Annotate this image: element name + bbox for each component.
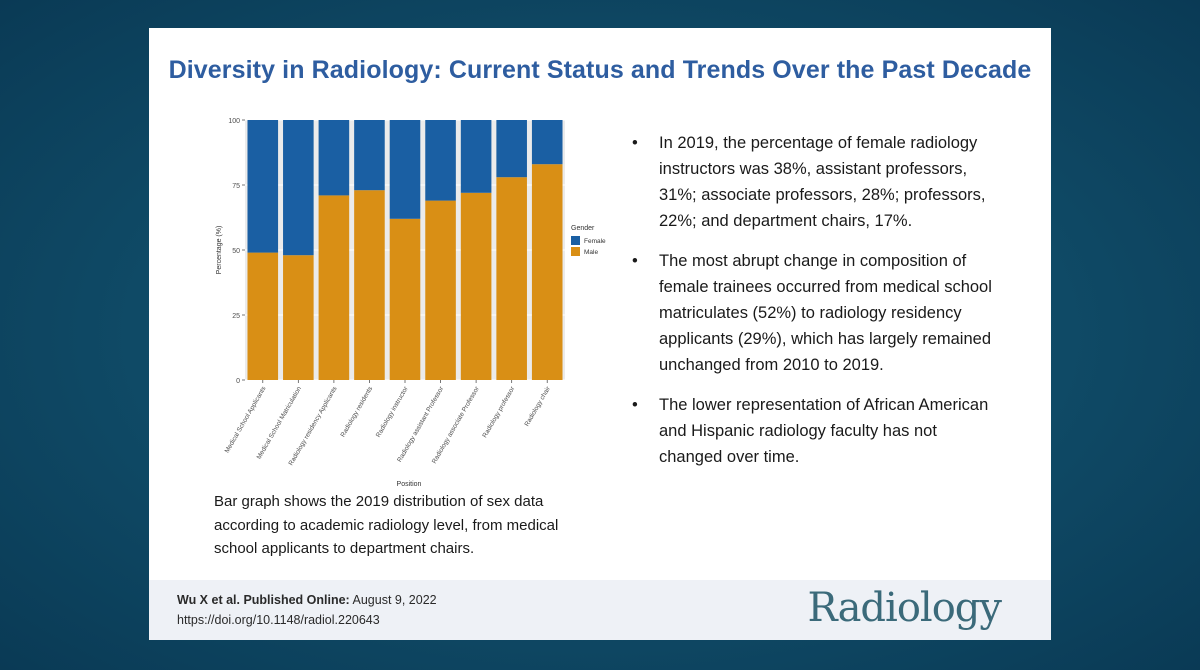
slide-title: Diversity in Radiology: Current Status a… <box>168 56 1032 84</box>
slide-footer: Wu X et al. Published Online: August 9, … <box>149 580 1051 640</box>
bullet-item: • The most abrupt change in composition … <box>629 248 999 378</box>
bar-male <box>247 252 279 380</box>
bar-female <box>283 120 314 256</box>
bar-male <box>283 255 314 380</box>
chart-caption: Bar graph shows the 2019 distribution of… <box>214 493 559 557</box>
bar-female <box>531 120 563 165</box>
bar-female <box>354 120 385 191</box>
y-tick-label: 0 <box>236 378 240 385</box>
legend-title: Gender <box>571 225 595 232</box>
bullet-dot: • <box>632 252 638 270</box>
legend-swatch-male <box>571 247 580 256</box>
x-tick-label: Radiology residents <box>340 385 375 439</box>
x-axis-title: Position <box>397 481 422 488</box>
x-tick-label: Radiology professor <box>481 385 516 439</box>
y-tick-label: 100 <box>228 118 240 125</box>
bar-male <box>496 177 527 380</box>
bullet-dot: • <box>632 134 638 152</box>
x-tick-label: Radiology chair <box>523 385 552 428</box>
bar-female <box>247 120 279 253</box>
bullet-item: • The lower representation of African Am… <box>629 392 999 470</box>
y-tick-label: 50 <box>232 248 240 255</box>
legend-label-male: Male <box>584 249 598 256</box>
legend-swatch-female <box>571 236 580 245</box>
bullet-dot: • <box>632 396 638 414</box>
bullet-text: In 2019, the percentage of female radiol… <box>659 134 986 230</box>
bar-male <box>425 200 456 380</box>
citation: Wu X et al. Published Online: August 9, … <box>177 590 437 630</box>
bar-female <box>389 120 421 219</box>
citation-date: August 9, 2022 <box>349 593 437 607</box>
bar-male <box>318 195 350 380</box>
citation-authors: Wu X et al. Published Online: <box>177 593 350 607</box>
y-tick-label: 75 <box>232 183 240 190</box>
bar-male <box>389 218 421 380</box>
bar-female <box>460 120 492 193</box>
bar-female <box>425 120 456 201</box>
radiology-logo: Radiology <box>807 585 1002 631</box>
bullet-text: The most abrupt change in composition of… <box>659 252 992 374</box>
slide: Diversity in Radiology: Current Status a… <box>149 28 1051 640</box>
bar-male <box>460 192 492 380</box>
y-axis-title: Percentage (%) <box>216 226 223 275</box>
bullet-list: • In 2019, the percentage of female radi… <box>629 130 999 484</box>
citation-doi-link[interactable]: https://doi.org/10.1148/radiol.220643 <box>177 613 380 627</box>
bar-male <box>354 190 385 380</box>
bar-female <box>318 120 350 196</box>
x-tick-label: Medical School Applicants <box>224 385 268 455</box>
chart: 0 25 50 75 100 Medical School Applicants Medic… <box>209 108 639 528</box>
bar-male <box>531 164 563 380</box>
x-tick-label: Radiology instructor <box>375 385 410 439</box>
bullet-item: • In 2019, the percentage of female radi… <box>629 130 999 234</box>
bar-female <box>496 120 527 178</box>
bullet-text: The lower representation of African Amer… <box>659 396 989 466</box>
y-tick-label: 25 <box>232 313 240 320</box>
legend-label-female: Female <box>584 238 606 245</box>
